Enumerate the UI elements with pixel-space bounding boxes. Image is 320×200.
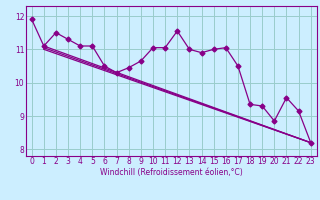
X-axis label: Windchill (Refroidissement éolien,°C): Windchill (Refroidissement éolien,°C)	[100, 168, 243, 177]
